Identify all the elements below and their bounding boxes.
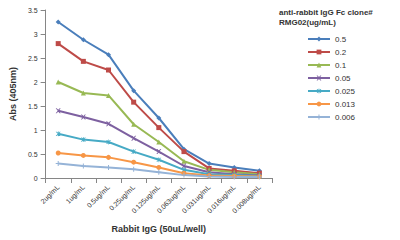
svg-text:0.5ug/mL: 0.5ug/mL <box>85 183 111 210</box>
svg-text:Abs (405nm): Abs (405nm) <box>8 67 18 121</box>
svg-text:2: 2 <box>34 79 38 86</box>
svg-text:1ug/mL: 1ug/mL <box>64 183 86 205</box>
svg-text:0.125ug/mL: 0.125ug/mL <box>130 183 162 215</box>
svg-text:1: 1 <box>34 127 38 134</box>
svg-text:0.5: 0.5 <box>28 151 38 158</box>
svg-text:0.006: 0.006 <box>335 113 356 122</box>
svg-text:0.25ug/mL: 0.25ug/mL <box>107 183 137 212</box>
svg-text:2ug/mL: 2ug/mL <box>39 183 61 205</box>
svg-text:0.016ug/mL: 0.016ug/mL <box>205 183 237 215</box>
svg-text:0.063ug/mL: 0.063ug/mL <box>155 183 187 215</box>
svg-text:0.1: 0.1 <box>335 61 347 70</box>
svg-text:0.013: 0.013 <box>335 100 356 109</box>
svg-text:3: 3 <box>34 31 38 38</box>
svg-text:0.008ug/mL: 0.008ug/mL <box>231 183 263 215</box>
svg-text:0.031ug/mL: 0.031ug/mL <box>180 183 212 215</box>
svg-text:1.5: 1.5 <box>28 103 38 110</box>
svg-text:3.5: 3.5 <box>28 7 38 14</box>
svg-text:RMG02(ug/mL): RMG02(ug/mL) <box>279 18 336 27</box>
svg-text:2.5: 2.5 <box>28 55 38 62</box>
svg-text:0.025: 0.025 <box>335 87 356 96</box>
svg-text:0.5: 0.5 <box>335 35 347 44</box>
svg-text:Rabbit IgG (50uL/well): Rabbit IgG (50uL/well) <box>112 224 207 234</box>
svg-text:0: 0 <box>34 175 38 182</box>
svg-text:0.2: 0.2 <box>335 48 347 57</box>
svg-text:anti-rabbit IgG Fc clone#: anti-rabbit IgG Fc clone# <box>279 8 375 17</box>
svg-text:0.05: 0.05 <box>335 74 351 83</box>
